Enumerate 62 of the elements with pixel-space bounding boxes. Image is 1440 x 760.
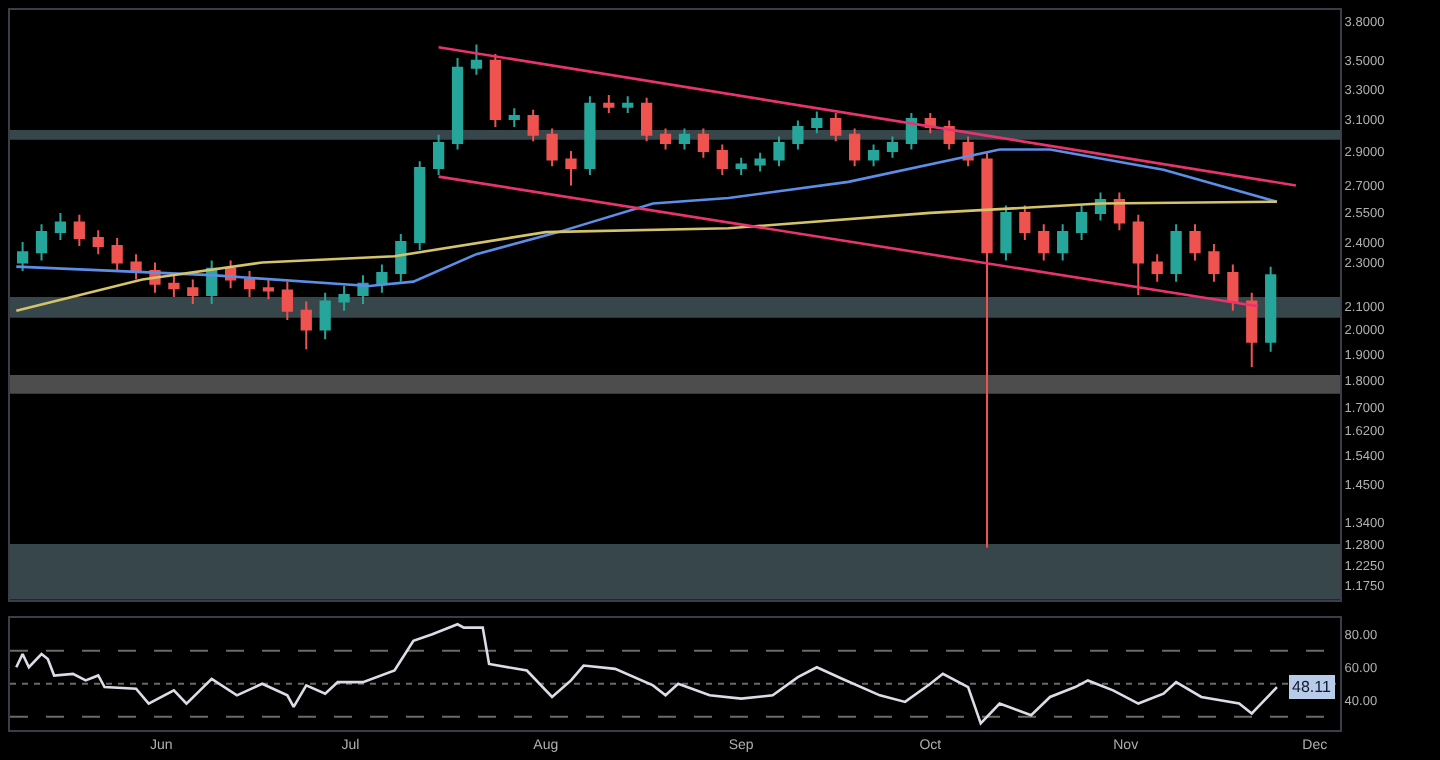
candlestick — [584, 95, 596, 176]
line-series — [15, 148, 1279, 288]
candlestick — [130, 253, 142, 281]
candlestick — [697, 127, 709, 159]
candlestick — [981, 151, 993, 549]
candlestick — [1132, 213, 1144, 296]
candlestick — [603, 93, 615, 114]
candlestick — [35, 223, 48, 262]
candlestick — [1265, 265, 1277, 353]
line-series — [15, 200, 1279, 313]
candlestick — [1075, 204, 1088, 242]
candlestick — [168, 274, 180, 299]
candlestick — [527, 108, 539, 143]
candlestick — [489, 52, 501, 128]
candlestick — [1038, 223, 1050, 262]
candlestick — [338, 285, 350, 312]
candlestick — [886, 135, 899, 159]
candlestick — [565, 150, 577, 187]
candlestick — [451, 57, 464, 151]
candlestick — [678, 127, 691, 151]
candlestick — [262, 278, 275, 301]
candlestick — [867, 143, 880, 168]
candlestick — [622, 95, 634, 114]
candlestick — [73, 213, 85, 248]
candlestick — [1189, 223, 1201, 262]
candlestick — [811, 110, 823, 135]
candlestick — [111, 237, 123, 272]
candlestick — [1151, 253, 1163, 283]
candlestick — [300, 300, 312, 351]
candlestick — [1208, 243, 1220, 283]
candlestick — [641, 96, 653, 143]
candlestick — [1000, 204, 1012, 262]
line-series — [15, 622, 1279, 725]
candlestick — [735, 156, 747, 176]
candlestick — [849, 127, 861, 168]
candlestick — [830, 111, 842, 143]
candlestick — [470, 43, 483, 76]
candlestick — [773, 135, 785, 168]
candlestick — [319, 291, 331, 341]
candlestick — [716, 143, 728, 176]
candlestick — [187, 278, 199, 305]
candlestick — [1227, 263, 1239, 312]
candlestick — [376, 263, 388, 294]
candlestick — [546, 127, 558, 168]
candlestick — [905, 111, 917, 151]
candlestick — [281, 280, 293, 322]
annotation: 48.11 — [1292, 678, 1332, 696]
candlestick — [508, 107, 520, 128]
candlestick — [414, 160, 426, 252]
candlestick — [92, 229, 104, 256]
candlestick — [754, 151, 766, 173]
candlestick — [792, 119, 804, 151]
candlestick — [659, 127, 672, 151]
candlestick — [1019, 204, 1031, 242]
candlestick — [395, 233, 407, 283]
candlestick — [1246, 291, 1258, 369]
candlestick — [1170, 223, 1182, 283]
candlestick — [1057, 223, 1069, 262]
candlestick — [433, 133, 445, 176]
candlestick — [54, 211, 67, 242]
candlestick — [16, 241, 29, 272]
candlestick — [243, 269, 256, 299]
